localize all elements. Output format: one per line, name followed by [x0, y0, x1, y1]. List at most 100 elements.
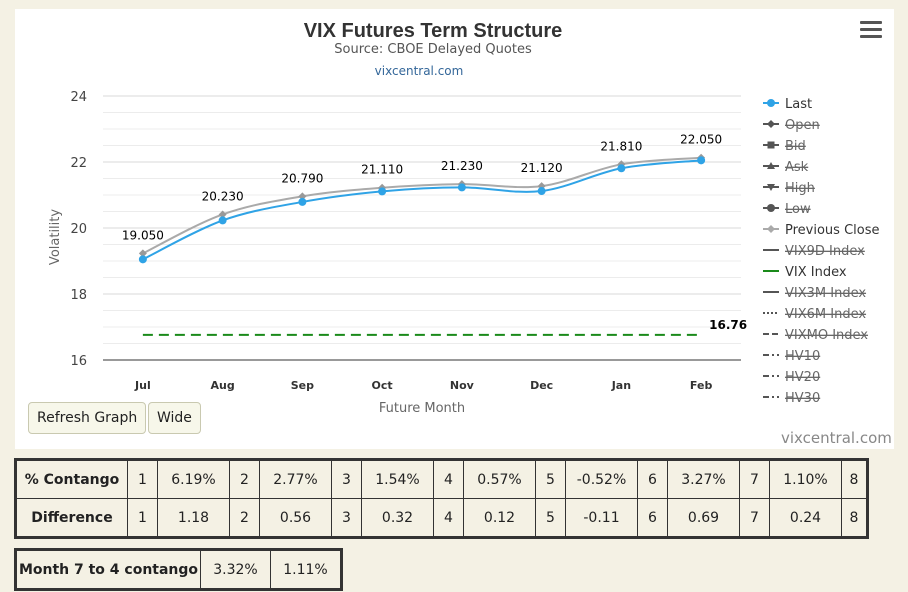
- row-label: Difference: [16, 498, 128, 537]
- x-tick-label: Oct: [372, 379, 393, 392]
- table-cell: 3: [331, 460, 362, 499]
- legend-item-label[interactable]: HV10: [785, 349, 820, 364]
- table-cell: 0.32: [361, 498, 434, 537]
- legend-marker: [767, 162, 775, 169]
- legend-item-label[interactable]: Bid: [785, 139, 806, 154]
- legend-marker: [767, 141, 775, 149]
- x-tick-label: Sep: [291, 379, 314, 392]
- data-label: 19.050: [122, 228, 164, 242]
- chart-menu-icon[interactable]: [860, 21, 882, 39]
- x-tick-label: Aug: [211, 379, 235, 392]
- legend-item-label[interactable]: Open: [785, 118, 820, 133]
- data-label: 20.230: [202, 189, 244, 203]
- table-cell: 7: [739, 498, 770, 537]
- month-contango-table: Month 7 to 4 contango 3.32% 1.11%: [14, 548, 343, 591]
- previous-close-marker: [298, 192, 307, 201]
- legend-item-label[interactable]: VIX6M Index: [785, 307, 866, 322]
- table-row: Month 7 to 4 contango 3.32% 1.11%: [16, 550, 341, 589]
- table-cell: 2: [229, 460, 260, 499]
- y-axis-title: Volatility: [48, 209, 63, 265]
- chart-panel: VIX Futures Term Structure Source: CBOE …: [15, 9, 894, 449]
- legend-marker: [767, 99, 775, 107]
- table-cell: 4: [433, 498, 464, 537]
- data-label: 22.050: [680, 133, 722, 147]
- table-cell: 1: [127, 498, 158, 537]
- legend-marker: [767, 204, 775, 212]
- table-cell: 4: [433, 460, 464, 499]
- chart-title: VIX Futures Term Structure: [304, 20, 563, 42]
- legend-item-label[interactable]: HV20: [785, 370, 820, 385]
- legend-item-label[interactable]: VIX Index: [785, 265, 847, 280]
- data-label: 21.110: [361, 163, 403, 177]
- table-cell: 6.19%: [157, 460, 230, 499]
- legend-item-label[interactable]: VIX3M Index: [785, 286, 866, 301]
- legend-item-label[interactable]: VIX9D Index: [785, 244, 865, 259]
- previous-close-marker: [138, 249, 147, 258]
- table-row: Difference 1 1.18 2 0.56 3 0.32 4 0.12 5…: [16, 498, 867, 537]
- data-label: 20.790: [281, 171, 323, 185]
- legend-item-label[interactable]: Ask: [785, 160, 809, 175]
- last-marker: [378, 187, 387, 196]
- table-row: % Contango 1 6.19% 2 2.77% 3 1.54% 4 0.5…: [16, 460, 867, 499]
- table-cell: 5: [535, 498, 566, 537]
- last-marker: [138, 255, 147, 264]
- table-cell: 1: [127, 460, 158, 499]
- table-cell: 5: [535, 460, 566, 499]
- data-label: 21.230: [441, 159, 483, 173]
- table-cell: 0.24: [769, 498, 842, 537]
- table-cell: 1.18: [157, 498, 230, 537]
- table-cell: -0.11: [565, 498, 638, 537]
- term-structure-chart: VIX Futures Term Structure Source: CBOE …: [48, 20, 880, 416]
- table-cell: 0.69: [667, 498, 740, 537]
- x-tick-label: Nov: [450, 379, 475, 392]
- y-tick-label: 18: [70, 288, 87, 303]
- legend-item-label[interactable]: VIXMO Index: [785, 328, 868, 343]
- row-label: % Contango: [16, 460, 128, 499]
- y-tick-label: 22: [70, 156, 87, 171]
- legend-item-label[interactable]: Low: [785, 202, 811, 217]
- watermark: vixcentral.com: [781, 429, 892, 447]
- previous-close-line: [142, 156, 702, 255]
- legend-item-label[interactable]: Last: [785, 97, 812, 112]
- table-cell: 8: [841, 460, 867, 499]
- table-cell: 0.12: [463, 498, 536, 537]
- y-tick-label: 24: [70, 90, 87, 105]
- contango-table: % Contango 1 6.19% 2 2.77% 3 1.54% 4 0.5…: [14, 458, 869, 539]
- table-cell: 6: [637, 460, 668, 499]
- table-cell: 6: [637, 498, 668, 537]
- data-label: 21.120: [521, 161, 563, 175]
- x-tick-label: Jan: [611, 379, 631, 392]
- table-cell: 8: [841, 498, 867, 537]
- table-cell: 1.10%: [769, 460, 842, 499]
- chart-subtitle: Source: CBOE Delayed Quotes: [334, 42, 532, 57]
- table-cell: 3.27%: [667, 460, 740, 499]
- last-marker: [537, 187, 546, 196]
- table-cell: 0.56: [259, 498, 332, 537]
- last-marker: [697, 156, 706, 165]
- x-tick-label: Dec: [530, 379, 553, 392]
- previous-close-marker: [218, 210, 227, 219]
- row-label: Month 7 to 4 contango: [16, 550, 201, 589]
- y-tick-label: 16: [70, 354, 87, 369]
- wide-button[interactable]: Wide: [148, 402, 201, 434]
- last-marker: [298, 197, 307, 206]
- table-cell: 2.77%: [259, 460, 332, 499]
- refresh-graph-button[interactable]: Refresh Graph: [28, 402, 147, 434]
- legend-item-label[interactable]: HV30: [785, 391, 820, 406]
- legend-item-label[interactable]: Previous Close: [785, 223, 880, 238]
- data-label: 21.810: [600, 139, 642, 153]
- x-tick-label: Jul: [134, 379, 151, 392]
- table-cell: 3.32%: [200, 550, 271, 589]
- x-axis-title: Future Month: [379, 401, 465, 416]
- table-cell: 3: [331, 498, 362, 537]
- legend-marker: [767, 225, 775, 233]
- last-marker: [218, 216, 227, 225]
- legend-marker: [767, 184, 775, 191]
- last-marker: [617, 164, 626, 173]
- vix-index-label: 16.76: [709, 318, 747, 332]
- x-tick-label: Feb: [690, 379, 713, 392]
- table-cell: 1.54%: [361, 460, 434, 499]
- table-cell: 0.57%: [463, 460, 536, 499]
- chart-source-link[interactable]: vixcentral.com: [375, 64, 464, 78]
- legend-item-label[interactable]: High: [785, 181, 815, 196]
